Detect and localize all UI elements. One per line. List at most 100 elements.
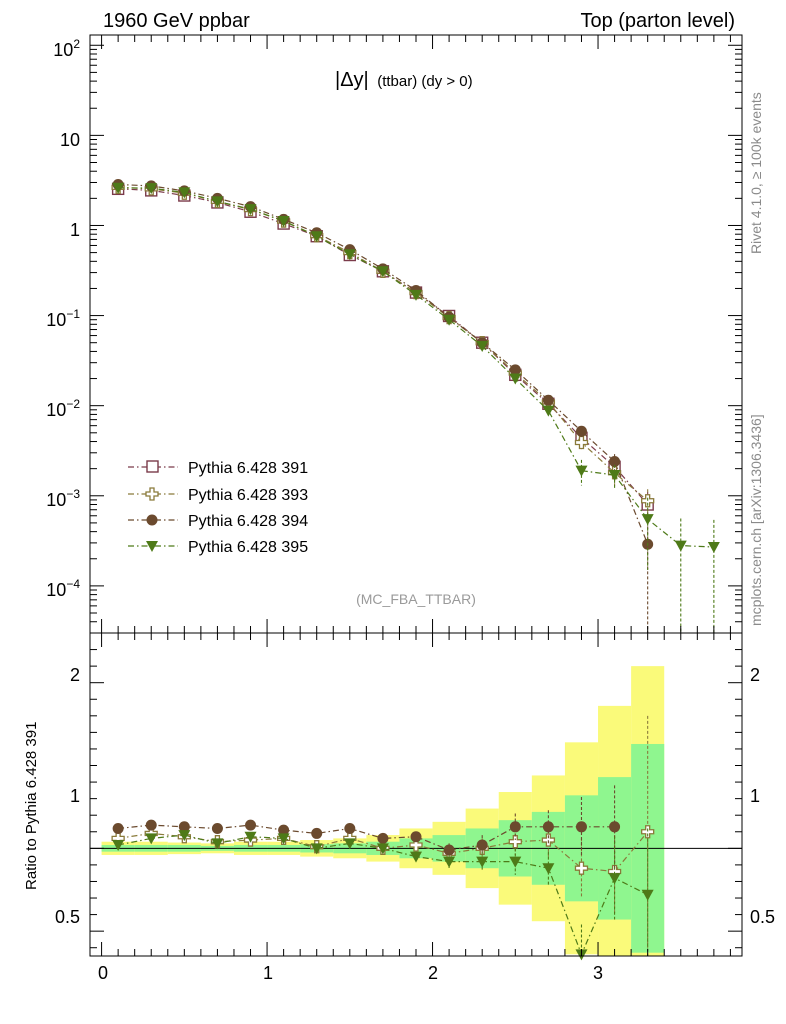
ratio-point-394 [344, 822, 356, 834]
y-tick-label-1: 1 [70, 220, 80, 240]
ratio-point-395 [509, 856, 522, 868]
ratio-point-395 [443, 856, 456, 868]
ratio-y-axis-label: Ratio to Pythia 6.428 391 [23, 722, 40, 890]
ratio-point-394 [278, 824, 290, 836]
ratio-point-394 [509, 821, 521, 833]
ratio-point-394 [542, 821, 554, 833]
data-point-395 [277, 216, 290, 228]
legend-entry-393: Pythia 6.428 393 [128, 487, 308, 504]
data-point-395 [410, 289, 422, 301]
ratio-point-394 [311, 827, 323, 839]
ratio-point-394 [377, 832, 389, 844]
ratio-y-tick-labels: 0.5 1 2 0.5 1 2 [55, 665, 775, 927]
ratio-point-395 [277, 833, 290, 845]
ratio-point-394 [112, 822, 124, 834]
data-point-395 [542, 405, 555, 417]
ratio-point-395 [608, 873, 621, 885]
series-line-393 [118, 186, 649, 502]
ratio-marks [111, 715, 655, 961]
ratio-point-393 [541, 833, 556, 847]
legend-label-395: Pythia 6.428 395 [188, 539, 308, 556]
ratio-point-394 [443, 844, 455, 856]
data-point-395 [310, 231, 323, 243]
data-point-394 [575, 425, 587, 437]
ratio-panel: 0.5 1 2 0.5 1 2 Ratio to Pythia 6.428 39… [23, 632, 775, 983]
data-point-395 [244, 204, 257, 216]
title-sub: (ttbar) (dy > 0) [377, 73, 472, 90]
ratio-y-tick-0.5-left: 0.5 [55, 907, 80, 927]
legend-marker-391 [146, 460, 159, 473]
legend-label-391: Pythia 6.428 391 [188, 460, 308, 477]
y-tick-label-1e-4: 10−4 [46, 577, 80, 600]
data-point-394 [509, 364, 521, 376]
ratio-point-394 [178, 821, 190, 833]
x-tick-labels: 0 1 2 3 [98, 963, 603, 983]
data-point-395 [476, 340, 489, 352]
legend-marker-394 [146, 514, 158, 526]
data-point-395 [443, 314, 456, 326]
main-title: |Δy| (ttbar) (dy > 0) [335, 69, 473, 91]
data-point-395 [145, 183, 158, 195]
y-tick-label-1e-3: 10−3 [46, 487, 80, 510]
ratio-y-tick-1-left: 1 [70, 786, 80, 806]
y-tick-label-1e-1: 10−1 [46, 307, 80, 330]
y-tick-label-10: 10 [60, 130, 80, 150]
legend-label-393: Pythia 6.428 393 [188, 487, 308, 504]
ratio-point-395 [178, 830, 191, 842]
ratio-point-394 [245, 819, 257, 831]
x-tick-label-2: 2 [428, 963, 438, 983]
data-point-395 [674, 540, 687, 552]
legend-marker-393 [145, 487, 159, 501]
ratio-y-tick-2-left: 2 [70, 665, 80, 685]
y-tick-label-1e-2: 10−2 [46, 397, 80, 420]
ratio-bands [101, 666, 665, 956]
ratio-point-394 [211, 822, 223, 834]
header-left-label: 1960 GeV ppbar [103, 10, 250, 32]
legend-entry-391: Pythia 6.428 391 [128, 460, 308, 477]
ratio-point-394 [145, 819, 157, 831]
ratio-point-395 [542, 863, 555, 875]
ratio-point-394 [410, 831, 422, 843]
data-point-395 [608, 470, 621, 482]
data-point-395 [575, 465, 588, 477]
ratio-point-394 [476, 839, 488, 851]
legend: Pythia 6.428 391 Pythia 6.428 393 Pythia… [128, 460, 308, 556]
x-tick-label-0: 0 [98, 963, 108, 983]
ratio-point-395 [343, 838, 356, 850]
title-main: |Δy| [335, 69, 369, 91]
header-right-label: Top (parton level) [580, 10, 735, 32]
main-y-tick-labels: 10−4 10−3 10−2 10−1 1 10 102 [46, 37, 80, 600]
x-tick-label-1: 1 [263, 963, 273, 983]
main-marks [111, 178, 720, 633]
ratio-point-394 [609, 821, 621, 833]
data-point-395 [509, 373, 522, 385]
ratio-point-395 [410, 851, 422, 863]
rivet-version-label: Rivet 4.1.0, ≥ 100k events [748, 92, 764, 254]
ratio-point-393 [641, 825, 655, 839]
data-point-395 [178, 187, 191, 199]
data-point-395 [343, 249, 356, 261]
ratio-point-393 [409, 838, 423, 852]
y-tick-label-1e2: 102 [53, 37, 80, 60]
x-tick-label-3: 3 [593, 963, 603, 983]
legend-marker-395 [146, 541, 158, 552]
ratio-point-393 [508, 835, 522, 849]
ratio-point-395 [641, 889, 654, 901]
data-point-393 [574, 435, 589, 450]
ratio-point-395 [112, 840, 125, 852]
main-panel: |Δy| (ttbar) (dy > 0) (MC_FBA_TTBAR) 10−… [46, 34, 743, 634]
data-point-395 [112, 182, 125, 194]
data-point-395 [211, 196, 224, 208]
ratio-point-393 [574, 861, 589, 875]
ratio-point-395 [476, 856, 489, 868]
series-line-391 [118, 188, 649, 505]
mcplots-label: mcplots.cern.ch [arXiv:1306.3436] [748, 414, 764, 626]
legend-entry-394: Pythia 6.428 394 [128, 513, 308, 530]
ratio-y-tick-0.5-right: 0.5 [750, 907, 775, 927]
analysis-watermark: (MC_FBA_TTBAR) [356, 591, 476, 607]
ratio-point-395 [211, 838, 224, 850]
ratio-point-395 [244, 831, 257, 843]
legend-entry-395: Pythia 6.428 395 [128, 539, 308, 556]
data-point-394 [609, 456, 621, 468]
